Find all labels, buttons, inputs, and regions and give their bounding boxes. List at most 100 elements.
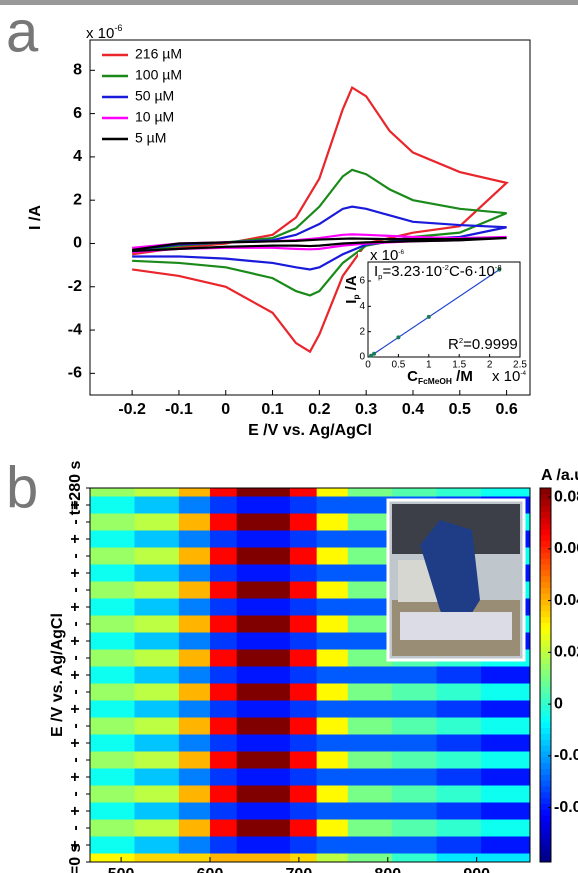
heat-cell [236, 683, 291, 701]
colorbar-step [540, 686, 551, 694]
colorbar-step [540, 540, 551, 547]
colorbar-step [540, 733, 551, 740]
heat-cell [134, 717, 180, 735]
heat-cell [90, 700, 135, 718]
colorbar-step [540, 663, 551, 670]
inset-y-tick-label: 2 [359, 326, 365, 337]
inset-point [372, 351, 377, 356]
heat-cell [134, 751, 180, 769]
inset-equation-part: -2 [442, 263, 449, 272]
colorbar-step [540, 657, 551, 664]
heat-cell [347, 632, 393, 650]
heat-cell [290, 768, 318, 786]
inset-frame [367, 261, 521, 358]
colorbar-step [540, 791, 551, 799]
inset-x-multiplier: x 10-4 [492, 368, 526, 385]
heat-cell [210, 853, 238, 862]
heat-cell [316, 683, 349, 701]
heat-cell [481, 853, 530, 862]
inset-point [426, 314, 431, 319]
heat-cell [178, 836, 211, 854]
heat-cell [392, 488, 438, 497]
heat-cell [90, 785, 135, 803]
heat-cell [210, 615, 238, 633]
heat-cell [347, 717, 393, 735]
heat-cell [481, 751, 530, 769]
heat-cell [392, 666, 438, 684]
y-tick-label: - [67, 655, 84, 660]
heat-cell [290, 785, 318, 803]
heat-cell [236, 802, 291, 820]
colorbar-tick-label: 0.06 [554, 540, 578, 557]
heat-cell [236, 666, 291, 684]
heat-cell [178, 513, 211, 531]
legend-label: 100 µM [135, 67, 182, 83]
heat-cell [178, 615, 211, 633]
heat-cell [436, 802, 482, 820]
y-tick-label: + [67, 602, 84, 611]
heat-cell [90, 819, 135, 837]
x-tick-label: 0.2 [308, 401, 330, 418]
inset-y-multiplier-part: x 10 [370, 247, 398, 264]
heat-cell [236, 530, 291, 548]
heat-cell [90, 530, 135, 548]
heat-cell [481, 819, 530, 837]
heat-cell [347, 785, 393, 803]
heat-cell [316, 751, 349, 769]
colorbar-step [540, 610, 551, 618]
cv-curve [131, 236, 507, 253]
x-tick-label: 0.6 [495, 401, 517, 418]
x-tick-label: 600 [197, 866, 224, 873]
colorbar-tick-label: 0.04 [554, 592, 578, 609]
heat-cell [134, 853, 180, 862]
heat-cell [178, 819, 211, 837]
colorbar-step [540, 715, 551, 723]
heat-cell [236, 649, 291, 667]
colorbar-step [540, 727, 551, 734]
colorbar-step [540, 552, 551, 559]
heat-cell [316, 649, 349, 667]
y-tick-label: - [67, 519, 84, 524]
heat-cell [178, 802, 211, 820]
colorbar-step [540, 826, 551, 834]
inset-equation-part: I [374, 263, 378, 280]
colorbar-step [540, 768, 551, 775]
colorbar-step [540, 581, 551, 588]
heat-cell [347, 836, 393, 854]
inset-x-tick-label: 0.5 [391, 360, 405, 371]
heat-cell [134, 581, 180, 599]
colorbar-step [540, 528, 551, 536]
y-tick-label: -6 [68, 365, 82, 382]
colorbar-step [540, 803, 551, 810]
heat-cell [347, 751, 393, 769]
inset-x-multiplier-part: -4 [520, 370, 526, 377]
heat-cell [436, 700, 482, 718]
heat-cell [290, 598, 318, 616]
cv-curve [132, 205, 507, 271]
heat-cell [392, 734, 438, 752]
heat-cell [210, 581, 238, 599]
inset-x-label-part: FcMeOH [418, 376, 452, 386]
y-tick-label: - [67, 791, 84, 796]
colorbar-step [540, 645, 551, 653]
heat-cell [90, 802, 135, 820]
heat-cell [236, 581, 291, 599]
y-tick-label: t=280 s [67, 461, 84, 516]
y-tick-label: - [67, 757, 84, 762]
heat-cell [134, 649, 180, 667]
x-tick-label: 500 [108, 866, 135, 873]
heat-cell [436, 717, 482, 735]
heat-cell [236, 819, 291, 837]
heat-cell [316, 819, 349, 837]
heat-cell [347, 496, 393, 514]
heat-cell [210, 717, 238, 735]
heat-cell [436, 836, 482, 854]
heat-cell [290, 666, 318, 684]
heat-cell [90, 717, 135, 735]
heat-cell [392, 683, 438, 701]
heat-cell [236, 700, 291, 718]
heat-cell [236, 632, 291, 650]
heat-cell [178, 581, 211, 599]
heat-cell [347, 683, 393, 701]
heat-cell [436, 768, 482, 786]
